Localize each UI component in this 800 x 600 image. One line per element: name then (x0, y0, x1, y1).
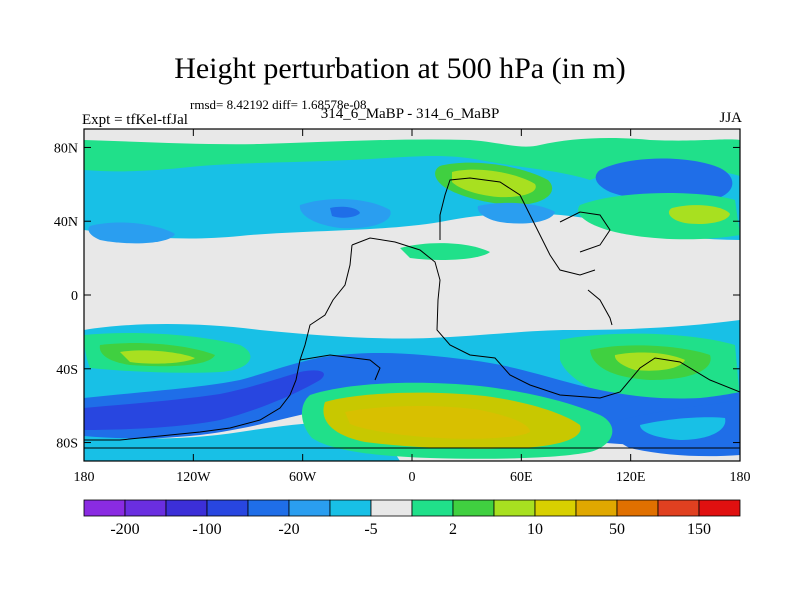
field-arctic-green (84, 137, 740, 180)
colorbar-label-2: -20 (278, 521, 299, 538)
longitude-axis: 180 120W 60W 0 60E 120E 180 (74, 129, 751, 485)
lon-tick-label-2: 60W (289, 470, 317, 485)
field-south-yellow-1 (120, 350, 195, 364)
colorbar-box-6 (329, 499, 372, 517)
lat-tick-label-1: 40N (54, 215, 78, 230)
colorbar-box-3 (206, 499, 249, 517)
colorbar-label-3: -5 (364, 521, 377, 538)
stats-line: rmsd= 8.42192 diff= 1.68578e-08 (190, 97, 367, 112)
field-antarctic-lightblue-east (640, 417, 726, 440)
height-field (84, 129, 740, 461)
colorbar-box-0 (83, 499, 126, 517)
colorbar-label-5: 10 (527, 521, 543, 538)
field-antarctic-olive-2 (345, 406, 530, 439)
field-siberia-yellow (452, 169, 536, 198)
field-midlat-blue-4 (477, 202, 555, 224)
season-label: JJA (719, 110, 742, 126)
lat-tick-label-2: 0 (71, 289, 78, 304)
colorbar-label-1: -100 (192, 521, 221, 538)
field-midlat-blue-3 (330, 206, 360, 218)
colorbar-label-4: 2 (449, 521, 457, 538)
land-outline (84, 177, 740, 449)
colorbar-label-6: 50 (609, 521, 625, 538)
colorbar-box-9 (452, 499, 495, 517)
colorbar-box-8 (411, 499, 454, 517)
lon-tick-label-0: 180 (74, 470, 95, 485)
colorbar-box-11 (534, 499, 577, 517)
colorbar-box-13 (616, 499, 659, 517)
field-asia-yellow (668, 205, 730, 224)
lon-tick-label-1: 120W (176, 470, 211, 485)
field-antarctic-darkblue (84, 370, 324, 430)
plot-title: Height perturbation at 500 hPa (in m) (174, 52, 626, 85)
lat-tick-label-0: 80N (54, 141, 78, 156)
case-label: 314_6_MaBP - 314_6_MaBP (320, 106, 500, 122)
experiment-label: Expt = tfKel-tfJal (82, 112, 188, 128)
colorbar-box-2 (165, 499, 208, 517)
latitude-axis: 80N 40N 0 40S 80S (54, 141, 740, 452)
lon-tick-label-3: 0 (409, 470, 416, 485)
lat-tick-label-4: 80S (56, 437, 78, 452)
field-midlat-green (400, 243, 490, 260)
colorbar-box-7 (370, 499, 413, 517)
colorbar-box-14 (657, 499, 700, 517)
lon-tick-label-5: 120E (616, 470, 646, 485)
colorbar: -200 -100 -20 -5 2 10 50 150 (83, 499, 741, 538)
colorbar-box-15 (698, 499, 741, 517)
colorbar-box-12 (575, 499, 618, 517)
lon-tick-label-6: 180 (730, 470, 751, 485)
colorbar-box-5 (288, 499, 331, 517)
field-midlat-blue-1 (88, 222, 175, 244)
colorbar-box-1 (124, 499, 167, 517)
field-arctic-blue (595, 158, 733, 202)
colorbar-box-4 (247, 499, 290, 517)
colorbar-label-0: -200 (110, 521, 139, 538)
colorbar-label-7: 150 (687, 521, 711, 538)
field-asia-green (578, 193, 740, 240)
lon-tick-label-4: 60E (510, 470, 533, 485)
lat-tick-label-3: 40S (56, 363, 78, 378)
colorbar-box-10 (493, 499, 536, 517)
